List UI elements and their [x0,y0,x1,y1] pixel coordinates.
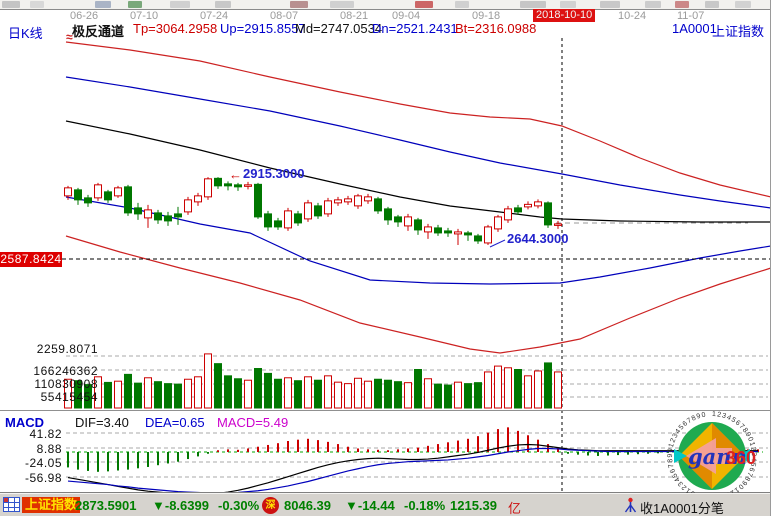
chart-annotation: 2644.3000 [507,231,569,246]
date-tick: 11-07 [677,10,705,22]
macd-axis-2: -24.05 [24,456,62,470]
toolbar-button-fragment[interactable] [675,1,689,8]
param-md: Md=2747.0534 [295,21,383,36]
price-marker-tag: 2587.8424 [0,252,62,267]
chart-annotation: ≈ [66,30,73,44]
toolbar-button-fragment[interactable] [560,1,576,8]
chart-annotation: ← [229,167,242,182]
macd-dea-value: DEA=0.65 [145,415,205,430]
sz-index-change: ▼-14.44 [345,498,395,513]
toolbar-button-fragment[interactable] [2,1,20,8]
date-tick: 08-21 [340,10,369,22]
vol-axis-1: 166246362 [33,364,98,378]
shenzhen-icon[interactable]: 深 [262,497,279,514]
top-toolbar-partial[interactable] [0,0,770,10]
date-tick: 07-10 [130,10,159,22]
macd-hist-value: MACD=5.49 [217,415,289,430]
vol-axis-0: 2259.8071 [36,342,98,356]
param-up: Up=2915.8557 [220,21,306,36]
toolbar-button-fragment[interactable] [95,1,111,8]
logo-text-num: 360 [726,448,756,468]
sh-index-value: 2873.5901 [75,498,137,513]
toolbar-button-fragment[interactable] [30,1,44,8]
toolbar-button-fragment[interactable] [600,1,620,8]
date-tick: 10-24 [618,10,647,22]
tick-status-text[interactable]: 收1A0001分笔 [640,501,724,516]
toolbar-button-fragment[interactable] [290,1,308,8]
chart-type-label[interactable]: 日K线 [8,26,43,41]
antenna-icon [624,497,637,513]
turnover-unit: 亿 [508,501,522,516]
macd-axis-3: -56.98 [24,471,62,485]
toolbar-button-fragment[interactable] [520,1,546,8]
param-tp: Tp=3064.2958 [133,21,218,36]
status-bar: 上证指数 2873.5901 ▼-8.6399 -0.30% 深 8046.39… [0,493,770,516]
toolbar-button-fragment[interactable] [645,1,661,8]
chart-annotation: 2915.3000 [243,166,305,181]
date-tick: 07-24 [200,10,229,22]
param-bt: Bt=2316.0988 [455,21,537,36]
toolbar-button-fragment[interactable] [215,1,231,8]
macd-axis-0: 41.82 [29,427,62,441]
vol-axis-2: 110830908 [34,377,98,391]
sz-index-value: 8046.39 [284,498,331,513]
date-tick: 08-07 [270,10,299,22]
date-tick: 09-04 [392,10,421,22]
quote-table-icon[interactable] [3,497,20,512]
selected-date-badge: 2018-10-10 [533,9,596,22]
toolbar-button-fragment[interactable] [705,1,719,8]
macd-dif-value: DIF=3.40 [75,415,129,430]
sh-index-change: ▼-8.6399 [152,498,209,513]
index-name-badge[interactable]: 上证指数 [22,497,81,513]
toolbar-button-fragment[interactable] [415,1,433,8]
sz-index-pct: -0.18% [404,498,446,513]
toolbar-button-fragment[interactable] [128,1,142,8]
symbol-code[interactable]: 1A0001 [672,21,717,36]
macd-title[interactable]: MACD [5,415,44,430]
sh-index-pct: -0.30% [218,498,260,513]
toolbar-button-fragment[interactable] [735,1,751,8]
macd-axis-1: 8.88 [36,442,62,456]
pane-divider [0,410,770,411]
indicator-name[interactable]: 极反通道 [72,24,125,39]
date-tick: 09-18 [472,10,501,22]
toolbar-button-fragment[interactable] [330,1,354,8]
vol-axis-3: 55415454 [40,390,98,404]
param-dn: Dn=2521.2431 [372,21,458,36]
toolbar-button-fragment[interactable] [455,1,469,8]
status-divider [0,492,770,493]
gann360-logo: 1234567890123456789012345678901234567890… [667,411,756,500]
logo-text-main: gann [688,444,747,469]
symbol-name[interactable]: 上证指数 [712,24,765,39]
turnover-value: 1215.39 [450,498,497,513]
toolbar-button-fragment[interactable] [170,1,190,8]
date-tick: 06-26 [70,10,99,22]
